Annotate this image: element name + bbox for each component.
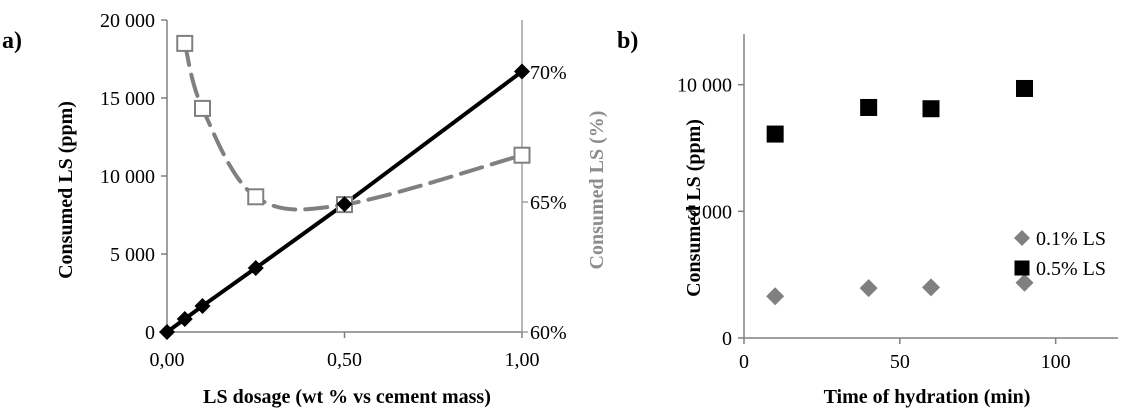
panel-b-series-1-point xyxy=(922,278,940,297)
panel-b-series-1-point xyxy=(859,279,878,298)
panel-b-y-tick-label: 5 000 xyxy=(687,201,732,223)
panel-b-legend: 0.1% LS 0.5% LS xyxy=(1014,228,1106,280)
panel-a-series-1-point xyxy=(194,297,211,314)
legend-label-1: 0.1% LS xyxy=(1036,228,1106,250)
panel-b-label: b) xyxy=(617,28,638,54)
panel-b-series-1-point xyxy=(1015,273,1034,292)
panel-a-series-1-point xyxy=(336,196,353,213)
panel-a-series-2-point xyxy=(194,99,211,117)
panel-b-x-tick-label: 50 xyxy=(890,351,910,373)
panel-a-series-2-line xyxy=(182,41,524,212)
legend-label-2: 0.5% LS xyxy=(1036,258,1106,280)
panel-b-axes: 0 5 000 10 000 0 50 100 xyxy=(677,34,1118,373)
panel-a-xlabel: LS dosage (wt % vs cement mass) xyxy=(203,386,491,408)
panel-a-y-tick-label: 5 000 xyxy=(110,244,155,266)
panel-a-axes: 0 5 000 10 000 15 000 20 000 60% 65% 70% 0,00 0,5… xyxy=(100,10,567,371)
panel-a-series-2-point xyxy=(247,188,265,206)
panel-b-series-2-point xyxy=(860,98,878,116)
panel-b-series-1-point xyxy=(766,287,785,306)
panel-a-series-2-point xyxy=(176,34,194,52)
panel-b-series xyxy=(766,79,1034,306)
panel-b-ylabel: Consumed LS (ppm) xyxy=(683,119,705,297)
panel-b-y-tick-label: 0 xyxy=(722,328,732,350)
panel-a-x-tick-label: 0,00 xyxy=(150,349,185,371)
panel-a-y-tick-label: 10 000 xyxy=(100,166,155,188)
panel-a-y2-tick-label: 70% xyxy=(530,62,567,84)
panel-b-y-tick-label: 10 000 xyxy=(677,75,732,97)
panel-a-y-tick-label: 0 xyxy=(145,322,155,344)
panel-a-ylabel: Consumed LS (ppm) xyxy=(55,101,77,279)
legend-marker-2 xyxy=(1014,260,1030,276)
panel-b-series-2-point xyxy=(922,100,940,118)
panel-a-y-tick-label: 15 000 xyxy=(100,88,155,110)
panel-a-series-1-point xyxy=(247,260,264,277)
panel-a-y2-tick-label: 65% xyxy=(530,192,567,214)
panel-a-x-tick-label: 0,50 xyxy=(327,349,362,371)
panel-a-y-tick-label: 20 000 xyxy=(100,10,155,32)
panel-a-y2-tick-label: 60% xyxy=(530,322,567,344)
panel-a-y-axis-label: Consumed LS (ppm) xyxy=(55,101,77,279)
panel-a-series-1-point xyxy=(514,63,530,80)
panel-b: b) Consumed LS (ppm) Time of hydration (… xyxy=(617,28,1118,408)
panel-b-x-tick-label: 100 xyxy=(1041,351,1071,373)
panel-a-x-tick-label: 1,00 xyxy=(505,349,540,371)
legend-marker-1 xyxy=(1014,230,1030,246)
panel-b-xlabel: Time of hydration (min) xyxy=(824,386,1031,408)
panel-a-y2label: Consumed LS (%) xyxy=(586,111,608,270)
panel-a-series-1-point xyxy=(159,324,175,340)
panel-a-label: a) xyxy=(2,28,22,54)
panel-a-series xyxy=(159,34,531,340)
panel-b-x-tick-label: 0 xyxy=(739,351,749,373)
panel-b-series-2-point xyxy=(766,125,784,143)
panel-a-series-1-point xyxy=(176,311,193,328)
panel-a: a) Consumed LS (ppm) Consumed LS (%) LS … xyxy=(2,10,608,408)
panel-a-series-2-point xyxy=(513,146,531,164)
panel-b-series-2-point xyxy=(1016,79,1033,97)
